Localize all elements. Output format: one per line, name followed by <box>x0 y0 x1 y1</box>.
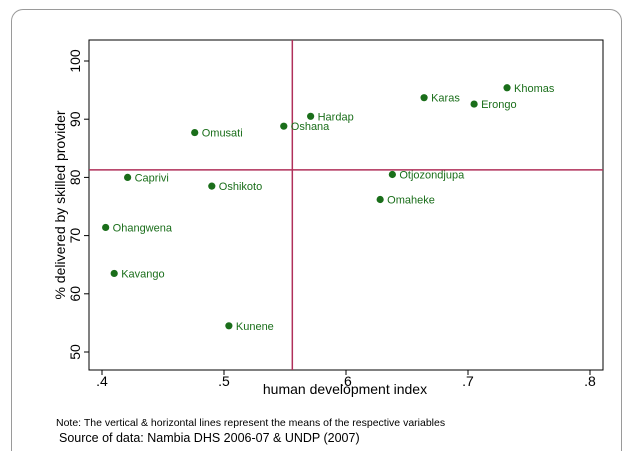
x-tick-label: .8 <box>584 373 596 389</box>
data-point <box>376 195 384 204</box>
x-tick-label: .4 <box>96 373 108 389</box>
point-label: Khomas <box>514 83 555 95</box>
data-point <box>124 173 132 181</box>
y-tick-label: 90 <box>67 111 83 127</box>
data-point <box>307 112 315 120</box>
plot-area <box>88 39 604 371</box>
y-tick-label: 70 <box>67 228 83 244</box>
point-label: Ohangwena <box>113 222 173 234</box>
chart-note: Note: The vertical & horizontal lines re… <box>56 417 446 429</box>
point-label: Caprivi <box>135 172 169 184</box>
data-point <box>102 223 110 232</box>
point-label: Hardap <box>318 111 354 123</box>
data-point <box>388 170 396 179</box>
data-point <box>225 322 233 330</box>
x-tick-label: .7 <box>462 373 474 389</box>
point-label: Erongo <box>481 99 516 111</box>
data-point <box>191 128 199 137</box>
y-tick-label: 50 <box>67 344 83 360</box>
y-axis-label: % delivered by skilled provider <box>52 110 68 299</box>
point-label: Omusati <box>202 128 243 140</box>
x-axis-label: human development index <box>263 381 427 397</box>
data-point <box>110 269 118 278</box>
point-label: Karas <box>431 93 460 105</box>
x-tick-label: .5 <box>218 373 230 389</box>
data-point <box>208 182 216 190</box>
point-label: Otjozondjupa <box>399 169 465 181</box>
point-label: Kavango <box>121 268 164 280</box>
data-point <box>280 122 288 130</box>
point-label: Oshana <box>291 121 330 133</box>
x-tick-label: .6 <box>340 373 352 389</box>
data-point <box>503 84 511 92</box>
data-point <box>420 94 428 102</box>
point-label: Oshikoto <box>219 181 262 193</box>
point-label: Omaheke <box>387 195 435 207</box>
y-tick-label: 80 <box>67 169 83 185</box>
point-label: Kunene <box>236 321 274 333</box>
data-point <box>470 100 478 108</box>
y-tick-label: 100 <box>67 49 83 73</box>
data-source: Source of data: Nambia DHS 2006-07 & UND… <box>59 431 360 445</box>
y-tick-label: 60 <box>67 286 83 302</box>
